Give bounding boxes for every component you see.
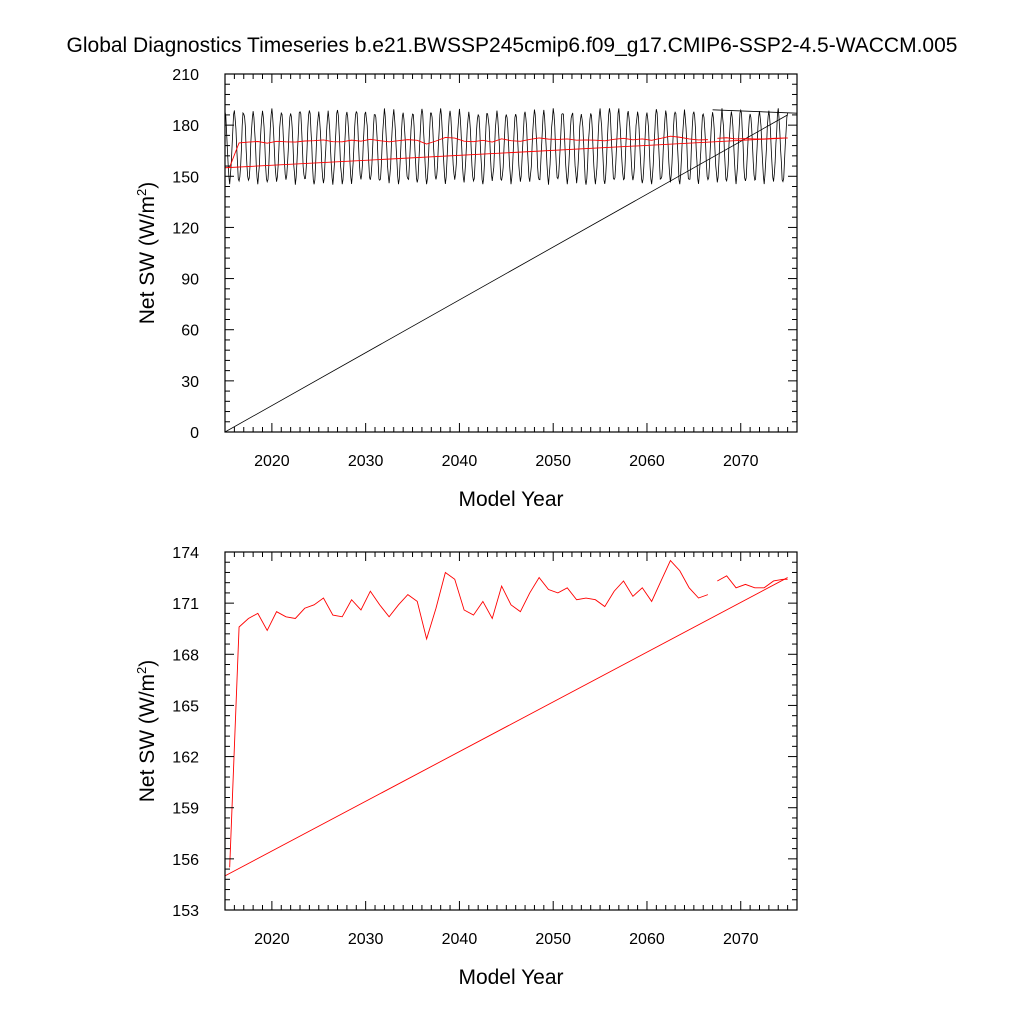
y-tick-label: 180	[172, 118, 199, 135]
y-axis-label: Net SW (W/m2)	[134, 660, 159, 803]
x-tick-label: 2040	[442, 931, 478, 948]
panel-top: 2020 2030 2040 2050 2060 2070 0 30 60 90 120 150 180…	[134, 67, 798, 511]
x-tick-label: 2020	[254, 931, 290, 948]
annual-mean-line	[229, 559, 709, 868]
y-axis-label: Net SW (W/m2)	[134, 182, 159, 325]
x-tick-label: 2060	[629, 453, 665, 470]
y-tick-label: 120	[172, 220, 199, 237]
y-tick-label: 90	[181, 272, 199, 289]
y-tick-label: 60	[181, 323, 199, 340]
y-tick-label: 30	[181, 374, 199, 391]
x-tick-label: 2050	[535, 931, 571, 948]
annual-tail-line	[717, 137, 788, 140]
y-axis-label-superscript: 2	[134, 667, 149, 674]
annual-mean-line	[229, 135, 708, 168]
y-tick-label: 174	[172, 545, 199, 562]
monthly-series-line	[225, 108, 789, 185]
y-tick-label: 168	[172, 647, 199, 664]
x-tick-label: 2030	[348, 931, 384, 948]
x-tick-label: 2030	[348, 453, 384, 470]
y-tick-label: 159	[172, 801, 199, 818]
y-tick-label: 0	[190, 425, 199, 442]
y-tick-label: 171	[172, 596, 199, 613]
x-tick-label: 2040	[442, 453, 478, 470]
y-axis-label-superscript: 2	[134, 189, 149, 196]
monthly-return-line	[225, 114, 788, 432]
y-axis-label-close: )	[136, 182, 159, 189]
y-axis-label-close: )	[136, 660, 159, 667]
y-tick-label: 156	[172, 852, 199, 869]
plot-frame	[224, 73, 798, 433]
y-axis-label-text: Net SW (W/m	[136, 196, 159, 324]
x-tick-label: 2070	[723, 931, 759, 948]
plot-area-bottom	[225, 559, 788, 877]
panel-bottom: 2020 2030 2040 2050 2060 2070 153 156 159 162 165 1…	[134, 545, 798, 989]
y-tick-label: 153	[172, 903, 199, 920]
plot-area-top	[225, 108, 797, 432]
annual-return-line	[225, 577, 788, 877]
y-tick-label: 150	[172, 169, 199, 186]
monthly-tail-line	[712, 109, 797, 114]
y-tick-label: 210	[172, 67, 199, 84]
y-axis-label-text: Net SW (W/m	[136, 674, 159, 802]
x-tick-label: 2050	[535, 453, 571, 470]
x-tick-label: 2070	[723, 453, 759, 470]
annual-return-line	[225, 137, 788, 169]
chart-title: Global Diagnostics Timeseries b.e21.BWSS…	[66, 34, 958, 57]
plot-frame	[224, 551, 798, 911]
x-axis-label: Model Year	[458, 488, 563, 511]
y-tick-label: 162	[172, 750, 199, 767]
annual-tail-line	[717, 575, 788, 589]
x-tick-label: 2020	[254, 453, 290, 470]
x-axis-label: Model Year	[458, 966, 563, 989]
x-tick-label: 2060	[629, 931, 665, 948]
y-tick-label: 165	[172, 698, 199, 715]
